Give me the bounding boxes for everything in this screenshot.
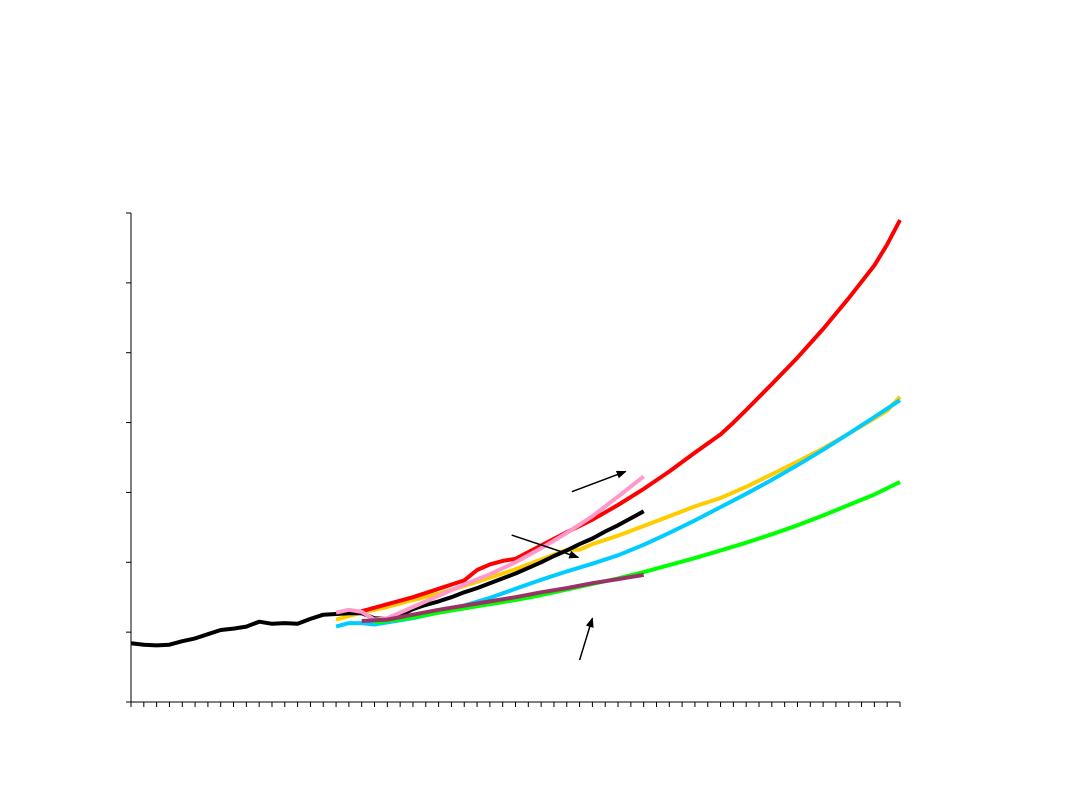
series-line-3: [335, 395, 902, 622]
series-line-7: [335, 474, 645, 622]
annotation-arrow-2: [511, 534, 580, 559]
series-line-5: [374, 480, 901, 625]
annotation-arrow-3: [578, 617, 594, 661]
series-line-2: [335, 219, 902, 616]
annotation-arrow-1: [571, 470, 627, 493]
axes: [126, 212, 901, 707]
series-layer: [130, 219, 902, 648]
annotation-layer: [511, 470, 627, 661]
series-line-6: [361, 572, 645, 623]
